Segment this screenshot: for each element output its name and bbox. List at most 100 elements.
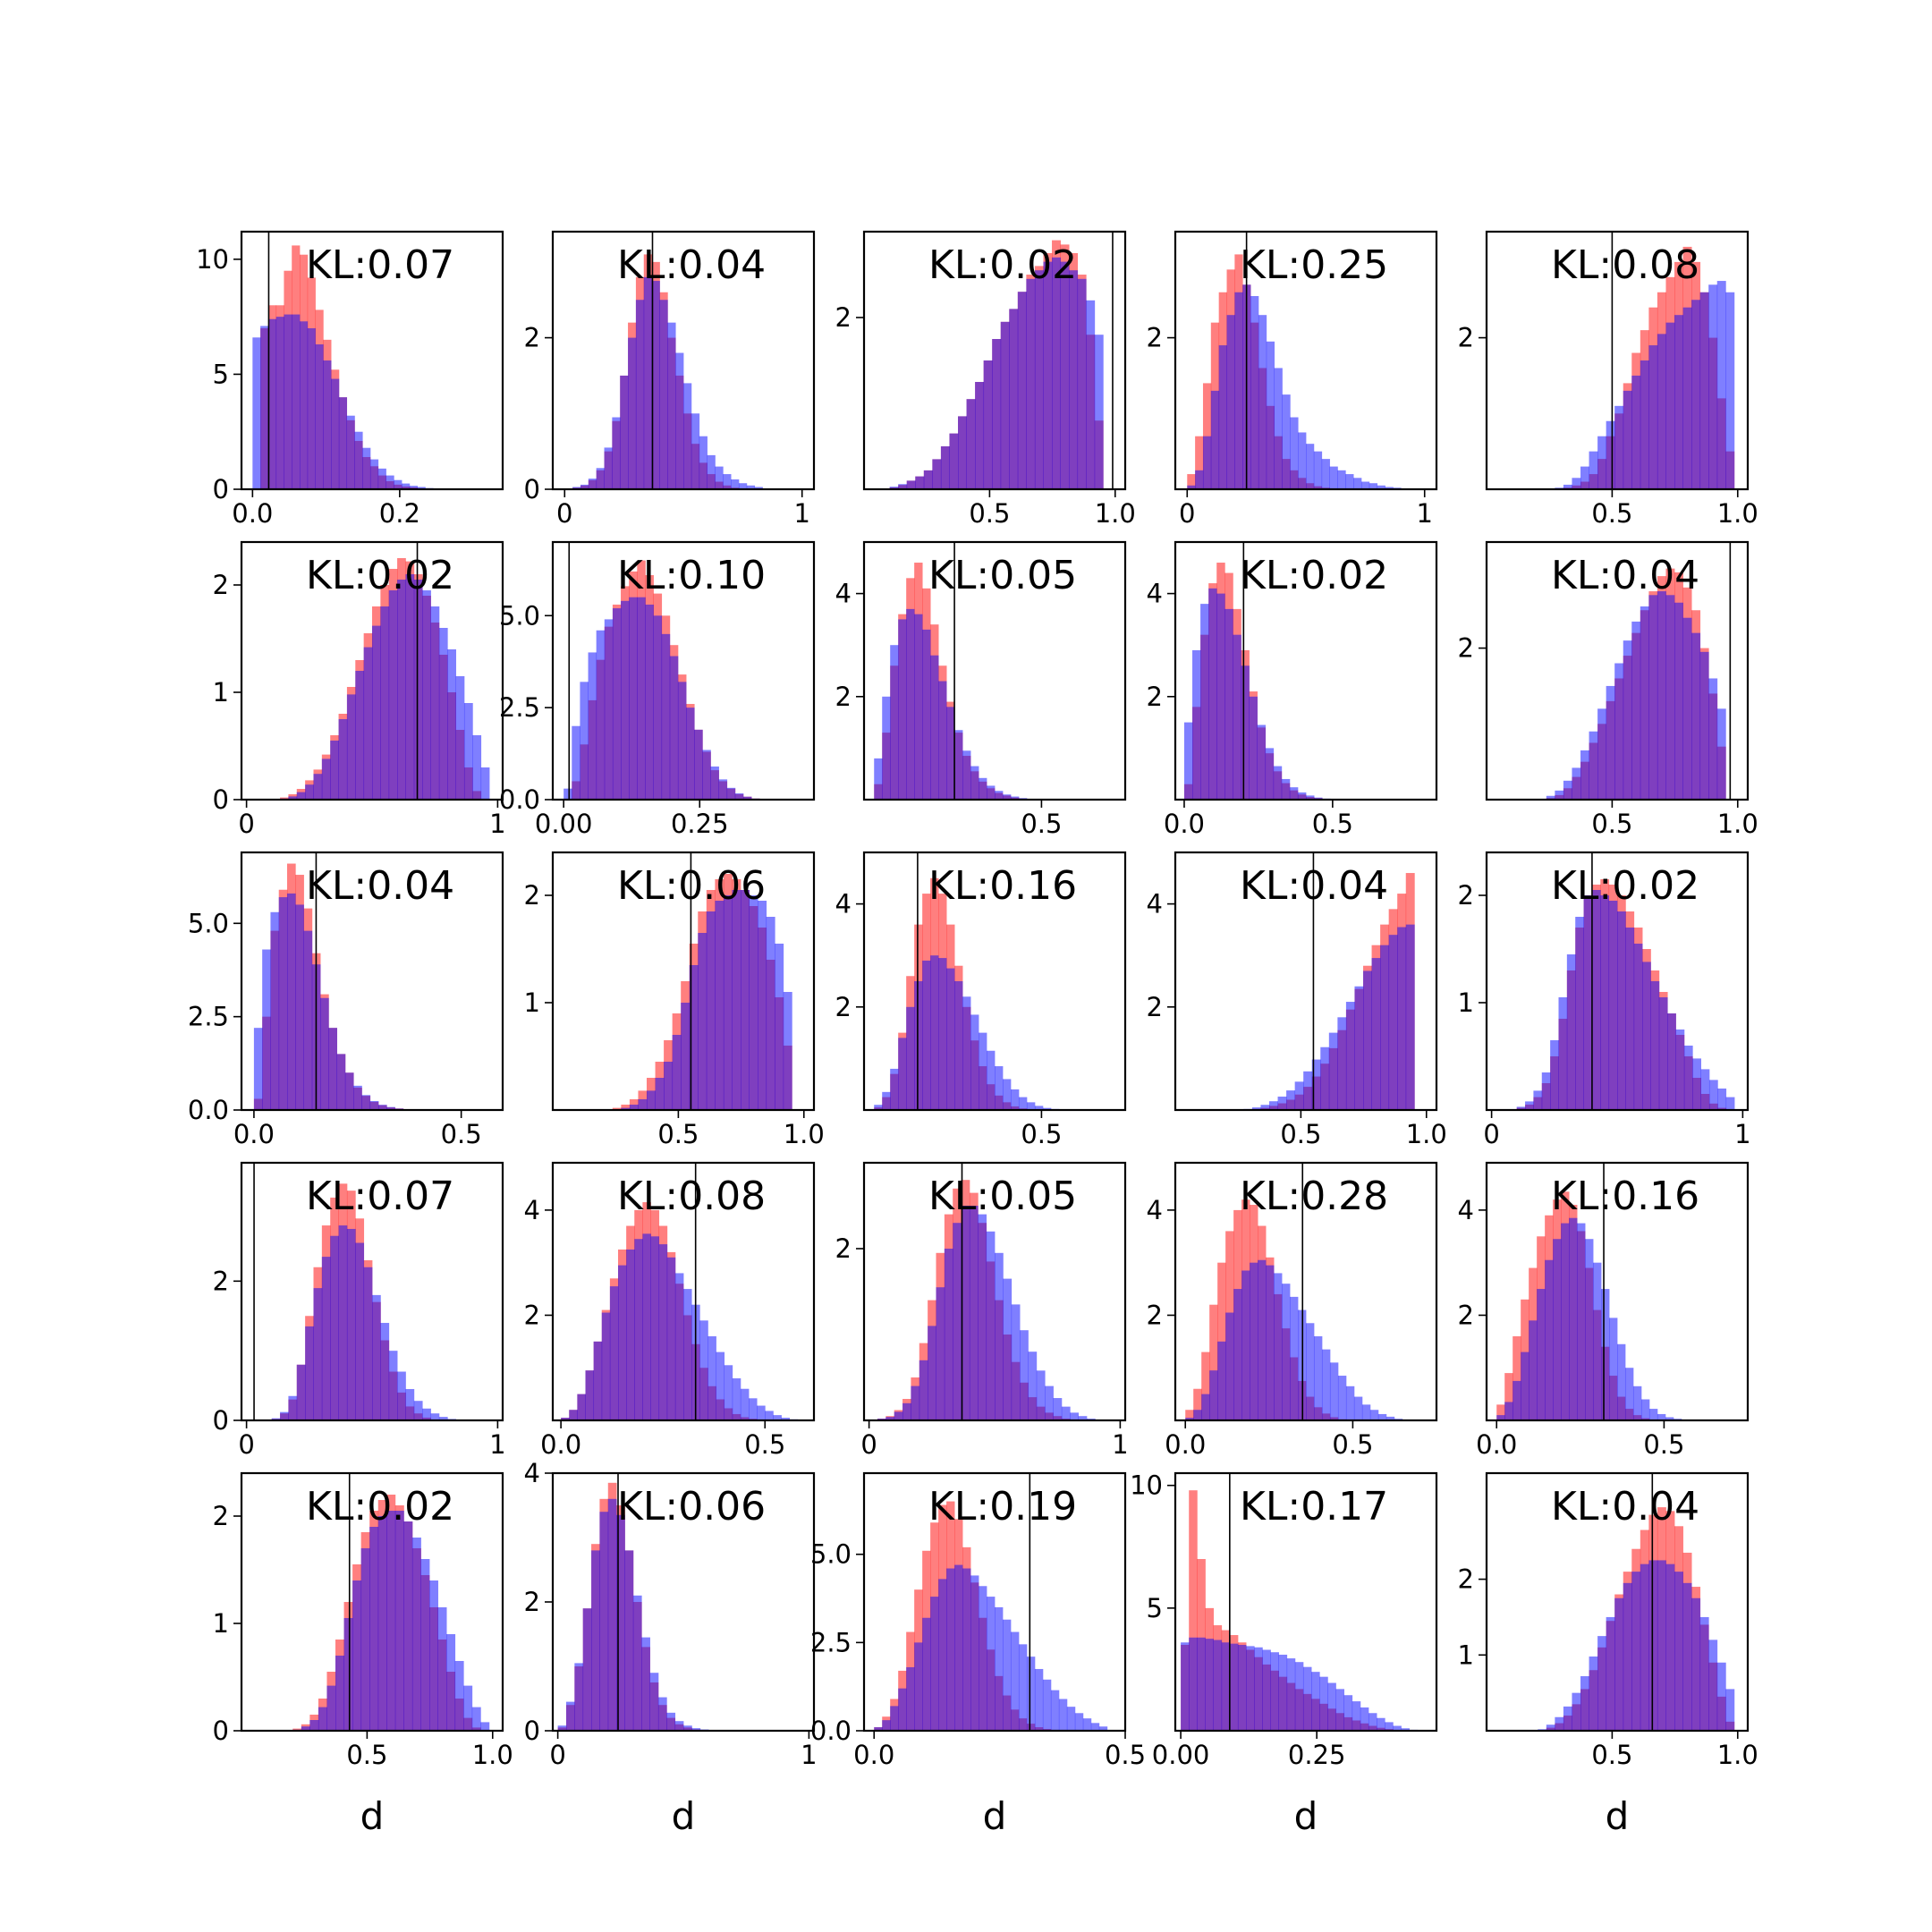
axes-frame	[240, 230, 504, 491]
histogram-bar	[691, 413, 700, 489]
kl-annotation: KL:0.02	[306, 553, 454, 598]
histogram-bar	[914, 1642, 923, 1731]
histogram-bar	[666, 1712, 676, 1731]
histogram-bar	[1294, 1662, 1304, 1731]
histogram-bar	[1000, 321, 1010, 489]
plot-area	[1555, 232, 1735, 489]
histogram-bar	[1224, 608, 1233, 800]
histogram-bar	[422, 590, 431, 800]
histogram-series-blue	[874, 1564, 1108, 1731]
histogram-bar	[1691, 300, 1701, 489]
histogram-bar	[1617, 1343, 1626, 1420]
histogram-bar	[1297, 792, 1307, 800]
histogram-bar	[986, 1231, 996, 1420]
kl-annotation: KL:0.05	[928, 553, 1077, 598]
x-tick-label: 0.0	[540, 1429, 581, 1460]
histogram-bar	[1066, 1707, 1076, 1731]
histogram-bar	[932, 459, 942, 489]
histogram-series-blue	[292, 1511, 490, 1731]
axes-frame	[240, 851, 504, 1112]
histogram-bar	[1187, 474, 1196, 489]
y-tick-label: 5.0	[188, 908, 229, 938]
histogram-bar	[252, 337, 261, 489]
histogram-bar	[922, 629, 931, 800]
histogram-bar	[377, 468, 386, 489]
histogram-bar	[1311, 1059, 1321, 1110]
x-axis-label: d	[983, 1794, 1007, 1838]
histogram-bar	[1237, 1645, 1247, 1731]
histogram-bar	[723, 474, 732, 489]
histogram-bar	[1043, 261, 1053, 489]
histogram-bar	[1009, 309, 1019, 489]
histogram-bar	[683, 383, 692, 489]
plot-area	[280, 542, 490, 800]
histogram-bar	[1314, 797, 1323, 800]
histogram-bar	[1496, 1415, 1505, 1420]
kl-annotation: KL:0.07	[306, 1174, 454, 1219]
histogram-bar	[260, 326, 269, 489]
histogram-bar	[305, 1326, 314, 1420]
y-tick-label: 2	[213, 1501, 229, 1531]
histogram-bar	[580, 682, 589, 800]
histogram-bar	[874, 1105, 883, 1110]
histogram-bar	[890, 1068, 899, 1110]
histogram-bar	[914, 614, 923, 800]
histogram-bar	[1608, 901, 1618, 1110]
histogram-bar	[288, 796, 298, 800]
histogram-bar	[420, 1559, 430, 1731]
kl-annotation: KL:0.02	[306, 1484, 454, 1530]
histogram-bar	[1209, 1304, 1218, 1420]
histogram-bar	[1306, 444, 1315, 489]
kl-annotation: KL:0.02	[928, 242, 1077, 288]
histogram-bar	[429, 1580, 438, 1731]
histogram-bar	[1401, 1728, 1410, 1731]
plot-area	[1538, 1473, 1735, 1731]
histogram-bar	[634, 1239, 643, 1420]
histogram-bar	[1074, 1713, 1084, 1731]
histogram-bar	[979, 777, 987, 800]
subplot-21: 0.5 1.0 0 1 2 KL:0.02 d	[213, 1471, 513, 1838]
histogram-bar	[698, 933, 708, 1110]
axes-frame	[551, 1161, 816, 1422]
histogram-bar	[1569, 1217, 1578, 1420]
histogram-bar	[313, 774, 323, 800]
kl-annotation: KL:0.25	[1240, 242, 1388, 288]
histogram-bar	[309, 1720, 319, 1731]
y-tick-label: 2	[524, 1300, 540, 1330]
histogram-bar	[906, 1006, 915, 1110]
plot-area	[881, 232, 1114, 489]
histogram-series-blue	[1183, 588, 1339, 800]
y-tick-label: 2	[1458, 880, 1474, 911]
histogram-bar	[1566, 954, 1576, 1110]
histogram-bar	[874, 1727, 883, 1731]
histogram-bar	[1624, 1368, 1634, 1420]
histogram-bar	[318, 1707, 327, 1731]
histogram-bar	[979, 1586, 987, 1731]
histogram-bar	[1561, 1223, 1570, 1420]
histogram-bar	[741, 890, 750, 1110]
histogram-bar	[1385, 1416, 1395, 1420]
histogram-bar	[355, 1242, 365, 1420]
histogram-bar	[303, 930, 313, 1110]
histogram-bar	[987, 1597, 996, 1731]
histogram-bar	[894, 1411, 903, 1420]
histogram-bar	[1269, 1101, 1278, 1110]
y-tick-label: 2	[1458, 323, 1474, 353]
histogram-bar	[1504, 1402, 1513, 1420]
histogram-bar	[1674, 1572, 1683, 1731]
histogram-bar	[621, 1107, 631, 1110]
histogram-bar	[1583, 895, 1593, 1110]
histogram-bar	[1405, 924, 1415, 1110]
x-tick-label: 0.5	[1591, 1740, 1632, 1770]
histogram-bar	[1648, 595, 1658, 800]
histogram-bar	[582, 1608, 592, 1731]
histogram-series-blue	[253, 893, 420, 1110]
x-tick-label: 0	[238, 1429, 254, 1460]
histogram-bar	[1201, 1394, 1210, 1420]
histogram-bar	[1555, 1716, 1564, 1731]
histogram-bar	[716, 1352, 725, 1420]
histogram-bar	[1070, 1412, 1079, 1420]
histogram-bar	[930, 1597, 939, 1731]
histogram-bar	[1640, 360, 1649, 489]
